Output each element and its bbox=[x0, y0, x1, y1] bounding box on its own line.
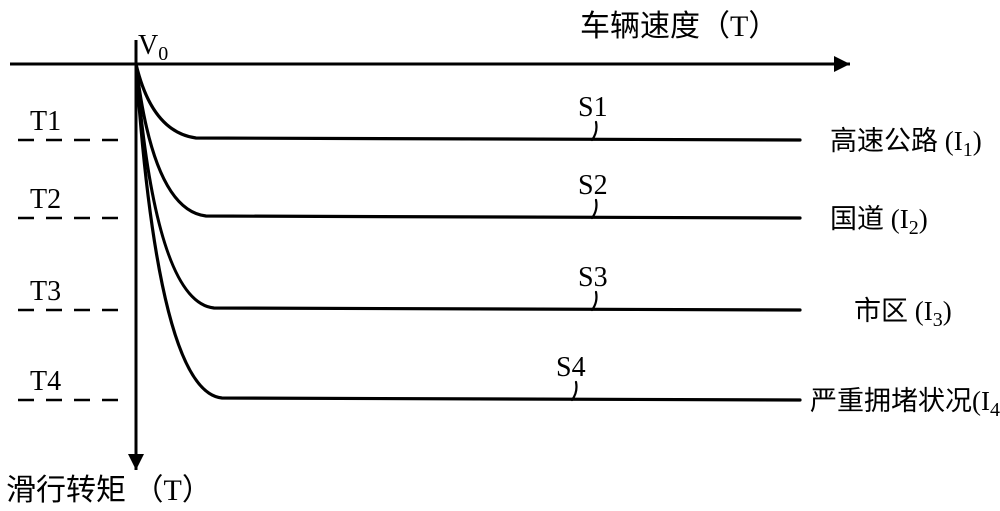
x-axis-arrow bbox=[834, 56, 850, 72]
curve-s1 bbox=[136, 64, 800, 140]
y-tick-label-t3: T3 bbox=[30, 276, 61, 307]
series-label-s2: S2 bbox=[578, 170, 608, 201]
y-axis-label: 滑行转矩 （T） bbox=[6, 474, 212, 507]
curve-s3 bbox=[136, 64, 800, 310]
y-axis-arrow bbox=[128, 454, 144, 470]
line-label-s1: 高速公路 (I1) bbox=[830, 126, 982, 161]
line-label-s3: 市区 (I3) bbox=[854, 296, 952, 331]
y-tick-label-t2: T2 bbox=[30, 184, 61, 215]
origin-label: V0 bbox=[138, 30, 168, 65]
line-label-s4: 严重拥堵状况(I4) bbox=[810, 386, 1000, 421]
line-label-s2: 国道 (I2) bbox=[830, 204, 928, 239]
series-tick-s4 bbox=[572, 382, 577, 400]
curve-s4 bbox=[136, 64, 800, 400]
series-tick-s1 bbox=[592, 122, 597, 140]
x-axis-label: 车辆速度（T） bbox=[580, 10, 778, 43]
coasting-torque-chart: 车辆速度（T） V0 滑行转矩 （T） T1 T2 T3 T4 S1 S2 S3… bbox=[0, 0, 1000, 511]
series-label-s3: S3 bbox=[578, 262, 608, 293]
series-label-s1: S1 bbox=[578, 92, 608, 123]
series-tick-s2 bbox=[592, 200, 597, 218]
series-label-s4: S4 bbox=[556, 352, 586, 383]
y-tick-label-t4: T4 bbox=[30, 366, 61, 397]
y-tick-label-t1: T1 bbox=[30, 106, 61, 137]
series-tick-s3 bbox=[592, 292, 597, 310]
